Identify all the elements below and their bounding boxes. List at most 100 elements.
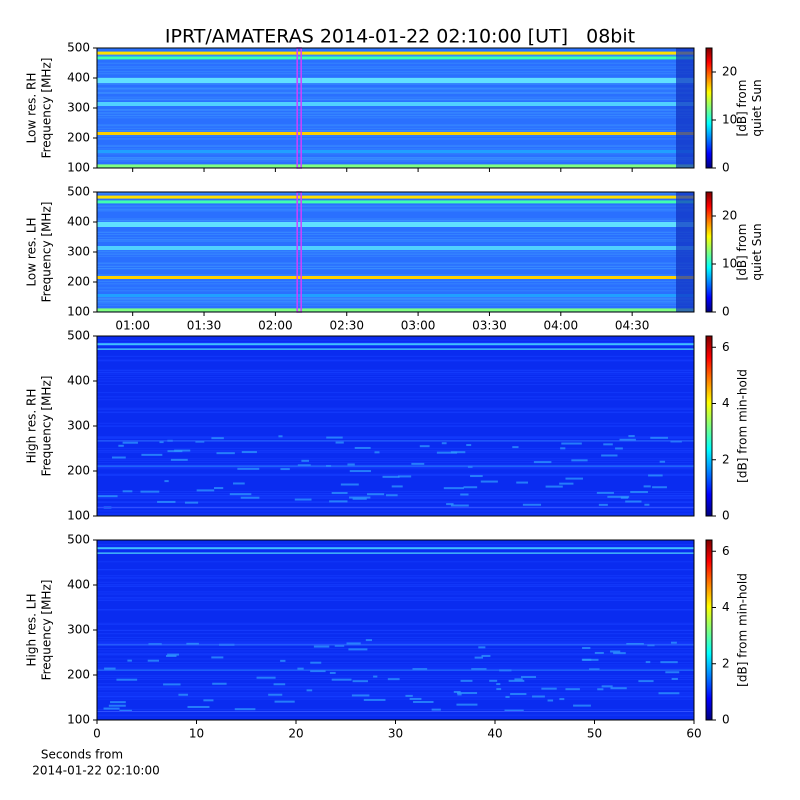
y-tick-label: 100: [67, 713, 90, 727]
texture: [97, 664, 694, 666]
texture: [103, 707, 120, 710]
x-tick-label: 02:00: [258, 319, 293, 333]
texture: [112, 456, 126, 459]
texture: [229, 493, 252, 496]
texture: [533, 461, 552, 464]
texture: [349, 496, 371, 499]
texture: [474, 656, 484, 659]
texture: [97, 676, 694, 678]
texture: [97, 436, 694, 438]
texture: [97, 622, 694, 624]
texture: [213, 487, 224, 490]
texture: [97, 624, 694, 626]
texture: [97, 280, 694, 282]
texture: [97, 380, 694, 382]
texture: [178, 693, 188, 696]
y-tick-label: 400: [67, 374, 90, 388]
y-axis-label: Frequency [MHz]: [40, 58, 54, 159]
texture: [508, 679, 525, 682]
texture: [660, 661, 678, 664]
texture: [97, 686, 694, 688]
texture: [97, 501, 694, 503]
texture: [335, 441, 344, 444]
texture: [196, 489, 215, 492]
texture: [97, 266, 694, 268]
y-axis-label: Frequency [MHz]: [40, 580, 54, 681]
texture: [301, 459, 309, 462]
texture: [97, 195, 694, 199]
texture: [157, 500, 176, 503]
chart-title: IPRT/AMATERAS 2014-01-22 02:10:00 [UT] 0…: [165, 26, 635, 48]
texture: [97, 294, 694, 297]
texture: [294, 498, 312, 501]
texture: [97, 465, 694, 467]
texture: [97, 339, 694, 341]
texture: [97, 399, 694, 401]
texture: [97, 99, 694, 101]
texture: [97, 658, 694, 660]
y-tick-label: 200: [67, 275, 90, 289]
texture: [97, 164, 694, 168]
texture: [97, 412, 694, 414]
y-tick-label: 500: [67, 329, 90, 343]
texture: [620, 496, 629, 499]
texture: [97, 109, 694, 111]
texture: [97, 51, 694, 55]
x-tick-label: 02:30: [329, 319, 364, 333]
x-tick-label: 10: [189, 727, 204, 741]
texture: [373, 675, 378, 678]
texture: [108, 704, 126, 707]
texture: [565, 688, 580, 691]
texture: [97, 468, 694, 470]
texture: [97, 301, 694, 303]
texture: [97, 450, 694, 452]
texture: [97, 87, 694, 89]
texture: [601, 685, 613, 688]
texture: [280, 659, 286, 662]
texture: [97, 575, 694, 577]
texture: [313, 645, 330, 648]
texture: [97, 425, 694, 427]
texture: [241, 451, 257, 454]
texture: [97, 585, 694, 587]
texture: [601, 454, 618, 457]
y-tick-label: 300: [67, 623, 90, 637]
texture: [211, 437, 224, 440]
texture: [97, 239, 694, 241]
texture: [97, 342, 694, 344]
texture: [278, 435, 283, 438]
texture: [97, 218, 694, 220]
texture: [97, 341, 694, 343]
texture: [211, 656, 224, 659]
texture: [97, 345, 694, 347]
texture: [119, 709, 132, 712]
y-tick-label: 400: [67, 215, 90, 229]
texture: [496, 683, 501, 686]
texture: [331, 492, 348, 495]
texture: [329, 671, 336, 674]
texture: [297, 667, 304, 670]
texture: [97, 474, 694, 476]
texture: [97, 160, 694, 162]
texture: [110, 701, 126, 704]
texture: [97, 561, 694, 563]
texture: [97, 584, 694, 586]
texture: [97, 253, 694, 255]
texture: [385, 494, 398, 497]
texture: [665, 671, 680, 674]
texture: [598, 503, 608, 506]
texture: [97, 146, 694, 148]
texture: [457, 693, 462, 696]
y-tick-label: 400: [67, 578, 90, 592]
texture: [97, 234, 694, 236]
texture: [582, 647, 591, 650]
texture: [97, 609, 694, 611]
texture: [516, 481, 528, 484]
texture: [374, 451, 380, 454]
texture: [615, 447, 623, 450]
texture: [97, 598, 694, 600]
texture: [466, 444, 472, 447]
texture: [97, 683, 694, 685]
texture: [659, 460, 666, 463]
texture: [630, 490, 648, 493]
